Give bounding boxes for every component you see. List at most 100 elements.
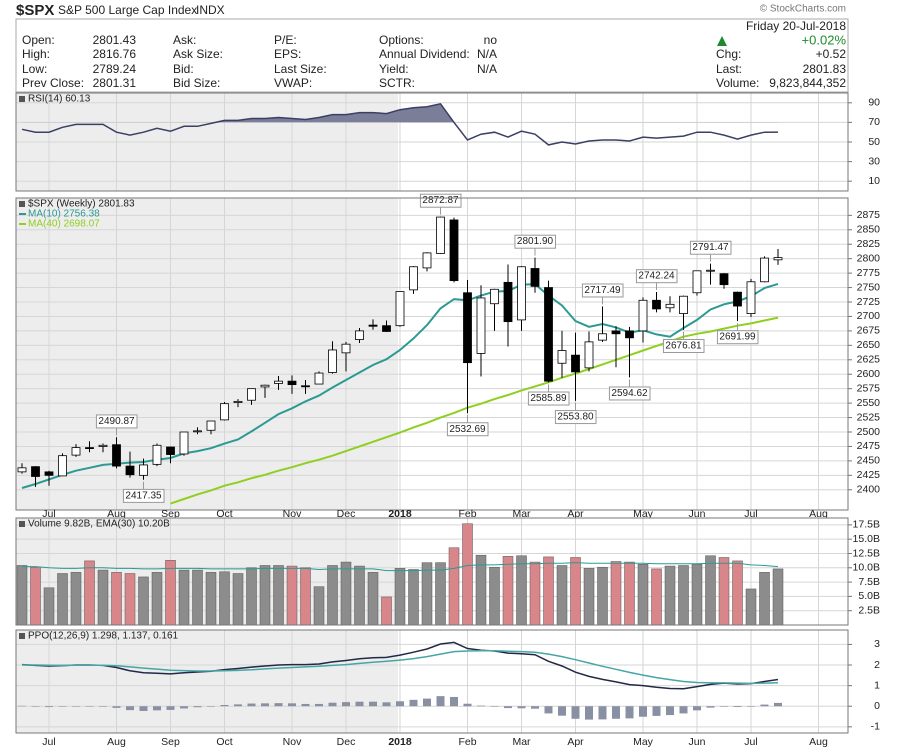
up-arrow [717,36,727,46]
x-tick-label: Jun [689,736,706,748]
volume-bar [178,569,190,626]
histogram-bar [369,701,377,707]
annotation-box [635,269,678,284]
credit: © StockCharts.com [760,4,846,15]
volume-bar [30,566,41,626]
candle-body [436,216,445,254]
histogram-bar [774,702,782,707]
low-annotation: 2553.80 [557,412,594,423]
histogram-bar [571,706,580,719]
low-annotation: 2594.62 [611,388,648,399]
volume-bar [84,560,95,626]
x-tick-label: Dec [337,736,356,748]
candle-body [17,467,27,473]
volume-bar [70,572,82,626]
histogram-bar [517,706,526,709]
y-tick-label: 12.5B [853,547,880,559]
annotation-box [554,410,597,425]
symbol: $SPX [16,2,54,19]
x-tick-label: 2018 [388,508,412,520]
candle-body [679,295,688,314]
quote-header: $SPX S&P 500 Large Cap Index INDX © Stoc… [15,2,849,93]
candle-body [746,281,756,314]
histogram-bar [409,699,418,707]
candle-body [125,465,135,476]
exchange: INDX [196,3,225,17]
histogram-bar [598,706,607,720]
field-value: N/A [477,62,497,76]
x-tick-label: Feb [458,736,476,748]
volume-bar [489,566,500,626]
high-annotation: 2717.49 [584,285,621,296]
histogram-bar [220,704,229,707]
histogram-bar [382,702,391,707]
volume-bar [246,567,257,626]
high-annotation: 2742.24 [638,271,675,282]
candle-body [31,466,40,477]
histogram-bar [733,706,742,708]
histogram-bar [301,703,310,707]
volume-bar [516,555,527,626]
y-tick-label: 2.5B [858,604,880,616]
low-annotation: 2417.35 [125,490,162,501]
ema-line [22,562,779,572]
x-tick-label: Aug [107,508,126,520]
histogram-bar [288,703,296,707]
y-tick-label: 2500 [857,426,881,438]
volume-bar [57,573,68,626]
field-value: no [484,33,498,47]
x-tick-label: Mar [512,736,531,748]
panel-title: Volume 9.82B, EMA(30) 10.20B [28,519,170,530]
candle-body [382,325,391,332]
volume-bar [772,568,784,626]
low-annotation: 2585.89 [530,393,567,404]
candle-body [368,324,378,327]
candle-body [220,403,229,421]
histogram-bar [450,696,458,707]
indicator-line [21,641,779,690]
y-tick-label: 10.0B [853,562,880,574]
field-label: High: [22,47,50,61]
candle-body [719,273,729,286]
y-tick-label: 15.0B [853,533,880,545]
candle-body [733,291,742,307]
candle-body [98,444,108,447]
histogram-bar [153,706,161,711]
x-tick-label: Jul [42,508,55,520]
volume-bar [381,596,392,626]
candle-body [557,350,567,364]
field-label: Ask Size: [173,47,223,61]
candle-body [166,446,175,455]
panel-icon [19,633,25,639]
y-tick-label: 17.5B [853,519,880,531]
volume-bar [583,568,595,626]
volume-bar [111,572,122,626]
candle-body [625,330,634,339]
change-percent: +0.02% [802,32,847,47]
field-label: Options: [379,33,424,47]
volume-bar [354,565,365,626]
y-tick-label: 2650 [857,339,881,351]
histogram-bar [126,706,134,711]
histogram-bar [166,706,175,710]
candle-body [247,388,256,401]
volume-bar [610,561,622,626]
y-tick-label: 1 [874,679,880,691]
field-value: 2789.24 [93,62,137,76]
volume-bar [705,555,716,626]
annotation-box [446,422,489,437]
field-value: 2801.43 [93,33,137,47]
volume-bar [97,569,109,626]
y-tick-label: 2525 [857,411,881,423]
histogram-bar [72,706,80,707]
volume-bar [192,569,203,626]
volume-bar [300,567,311,626]
candle-body [530,268,540,287]
annotation-box [608,386,651,401]
field-label: Open: [22,33,55,47]
histogram-bar [193,706,202,708]
summary-label: Volume: [716,76,759,90]
field-label: P/E: [274,33,297,47]
summary-value: 2801.83 [803,62,847,76]
candle-body [355,330,364,340]
